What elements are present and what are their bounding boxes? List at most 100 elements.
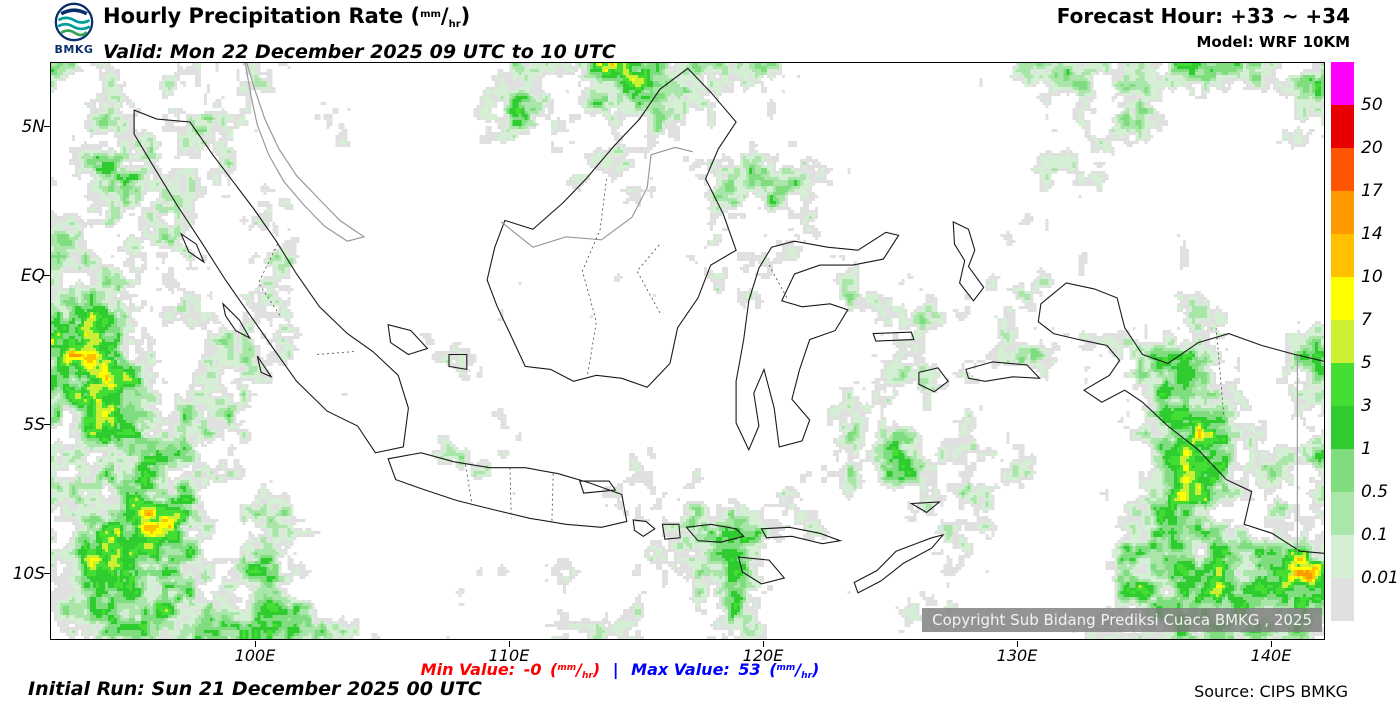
province-border (551, 473, 554, 522)
lon-label-120e: 120E (742, 646, 784, 665)
coastline (965, 361, 1041, 382)
lat-label-eq: EQ (20, 266, 45, 286)
coastline (872, 331, 915, 342)
lon-tick (509, 641, 510, 647)
coastline (952, 220, 985, 302)
coastline (853, 533, 945, 594)
coastline (486, 67, 737, 388)
coastline (222, 302, 252, 340)
coastline (133, 109, 409, 454)
coastline (918, 367, 949, 393)
province-border (465, 464, 473, 504)
province-border (636, 243, 661, 313)
lon-tick (763, 641, 764, 647)
coastline (387, 452, 628, 528)
minmax-separator: | (612, 660, 619, 679)
source-label: Source: CIPS BMKG (1194, 682, 1348, 701)
legend-color-segment (1331, 148, 1354, 191)
coastline (256, 355, 273, 379)
min-value-group: Min Value: -0 (mm/hr) (420, 660, 606, 681)
header-right: Forecast Hour: +33 ~ +34 Model: WRF 10KM (1057, 4, 1350, 52)
unit-mm: mm (420, 9, 441, 20)
legend-color-segment (1331, 578, 1354, 621)
bmkg-logo-icon (54, 2, 94, 42)
legend-color-segment (1331, 234, 1354, 277)
province-border (1215, 327, 1225, 415)
legend-value-label: 10 (1361, 267, 1383, 287)
forecast-hour: Forecast Hour: +33 ~ +34 (1056, 4, 1350, 28)
lon-label-130e: 130E (996, 646, 1038, 665)
legend-value-label: 14 (1361, 224, 1383, 244)
valid-time: Valid: Mon 22 December 2025 09 UTC to 10… (103, 41, 616, 63)
lon-tick (255, 641, 256, 647)
lat-tick (44, 573, 50, 574)
legend-value-label: 1 (1361, 439, 1372, 459)
legend-value-label: 5 (1361, 353, 1372, 373)
province-border (768, 264, 788, 299)
legend-color-segment (1331, 406, 1354, 449)
legend-value-label: 0.5 (1361, 482, 1389, 502)
province-border (581, 178, 607, 376)
max-value-unit: (mm/hr) (769, 660, 820, 681)
max-value: 53 (738, 660, 761, 679)
coastline (179, 232, 206, 264)
lat-tick (44, 126, 50, 127)
min-value-label: Min Value: (420, 660, 516, 679)
lon-tick (1271, 641, 1272, 647)
map-frame: Copyright Sub Bidang Prediksi Cuaca BMKG… (50, 62, 1325, 640)
coastline (760, 526, 843, 545)
province-border (509, 467, 512, 519)
max-value-group: Max Value: 53 (mm/hr) (631, 660, 820, 681)
bmkg-logo: BMKG (50, 2, 98, 56)
legend-color-segment (1331, 105, 1354, 148)
legend-value-label: 0.01 (1361, 568, 1399, 588)
minmax-line: Min Value: -0 (mm/hr) | Max Value: 53 (m… (40, 660, 1200, 681)
coastline (909, 501, 941, 514)
legend-value-label: 20 (1361, 138, 1383, 158)
legend-color-segment (1331, 363, 1354, 406)
unit-hr: hr (448, 19, 461, 30)
legend-value-label: 17 (1361, 181, 1383, 201)
legend-color-segment (1331, 277, 1354, 320)
legend-color-segment (1331, 492, 1354, 535)
title-unit: (mm/hr) (410, 4, 471, 30)
coastline (1037, 282, 1324, 554)
page-title: Hourly Precipitation Rate (mm/hr) (103, 1, 616, 39)
lat-label-5s: 5S (23, 415, 45, 435)
coastline (579, 480, 617, 494)
coastline (685, 523, 745, 543)
legend-color-segment (1331, 449, 1354, 492)
legend-value-label: 7 (1361, 310, 1372, 330)
coastlines-overlay (133, 63, 1324, 594)
coastline (632, 519, 656, 537)
province-border (316, 351, 356, 355)
country-border (500, 146, 694, 248)
lat-label-5n: 5N (21, 117, 45, 137)
country-border (244, 63, 366, 242)
legend-value-label: 3 (1361, 396, 1372, 416)
legend-color-segment (1331, 191, 1354, 234)
lon-label-110e: 110E (488, 646, 530, 665)
model-label: Model: WRF 10KM (1196, 33, 1351, 51)
max-value-label: Max Value: (631, 660, 730, 679)
title-block: Hourly Precipitation Rate (mm/hr) Valid:… (103, 1, 616, 65)
coastline (387, 323, 429, 356)
legend-color-segment (1331, 320, 1354, 363)
title-text: Hourly Precipitation Rate (103, 4, 404, 28)
lat-tick (44, 424, 50, 425)
precipitation-colorbar (1331, 62, 1354, 621)
lon-label-140e: 140E (1250, 646, 1292, 665)
lon-label-100e: 100E (234, 646, 276, 665)
coastline (661, 523, 681, 540)
lat-tick (44, 275, 50, 276)
copyright-watermark: Copyright Sub Bidang Prediksi Cuaca BMKG… (922, 608, 1322, 632)
legend-value-label: 50 (1361, 95, 1383, 115)
legend-color-segment (1331, 535, 1354, 578)
legend-color-segment (1331, 62, 1354, 105)
min-value: -0 (523, 660, 542, 679)
province-border (258, 244, 281, 316)
coastline (737, 556, 786, 585)
min-value-unit: (mm/hr) (550, 660, 601, 681)
lat-label-10s: 10S (12, 564, 45, 584)
